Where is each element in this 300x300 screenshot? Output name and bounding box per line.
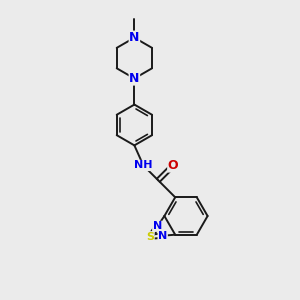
Text: NH: NH	[134, 160, 153, 170]
Text: S: S	[146, 232, 154, 242]
Text: N: N	[129, 31, 140, 44]
Text: N: N	[129, 72, 140, 85]
Text: N: N	[153, 221, 162, 231]
Text: O: O	[168, 159, 178, 172]
Text: N: N	[158, 231, 167, 241]
